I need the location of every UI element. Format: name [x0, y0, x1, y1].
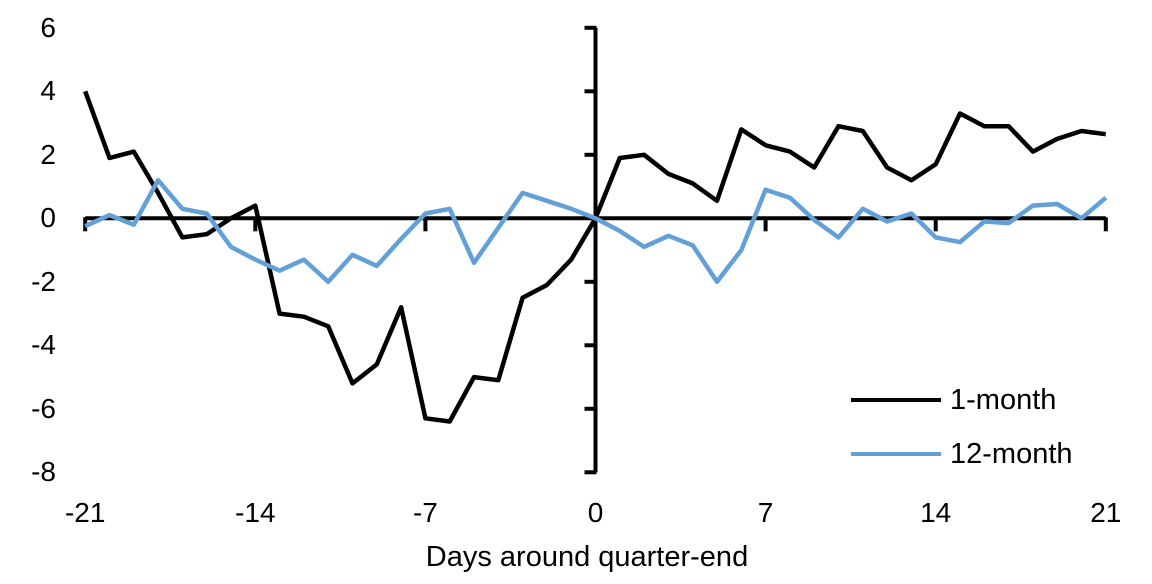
x-axis-title: Days around quarter-end	[425, 541, 749, 573]
legend-item-1-month: 1-month	[851, 384, 1073, 416]
y-tick-label: -8	[31, 456, 56, 488]
y-tick-label: -6	[31, 392, 56, 424]
y-tick-label: 4	[40, 75, 56, 107]
x-tick-label: 7	[757, 497, 774, 528]
x-tick-label: 14	[920, 497, 952, 528]
x-tick-label: 0	[587, 497, 604, 528]
legend-item-12-month: 12-month	[851, 438, 1073, 470]
legend-line-sample-12-month	[851, 452, 941, 456]
legend-line-sample-1-month	[851, 398, 941, 402]
y-tick-label: 6	[40, 11, 56, 43]
y-tick-label: -4	[31, 329, 56, 361]
y-tick-label: 2	[40, 138, 56, 170]
y-tick-label: 0	[40, 202, 56, 234]
legend: 1-month 12-month	[851, 384, 1073, 470]
x-tick-label: -14	[235, 497, 276, 528]
y-tick-label: -2	[31, 265, 56, 297]
x-tick-label: -21	[64, 497, 106, 528]
legend-label-12-month: 12-month	[950, 437, 1073, 470]
legend-label-1-month: 1-month	[950, 383, 1057, 416]
x-tick-label: 21	[1090, 497, 1122, 528]
x-tick-label: -7	[412, 497, 438, 528]
